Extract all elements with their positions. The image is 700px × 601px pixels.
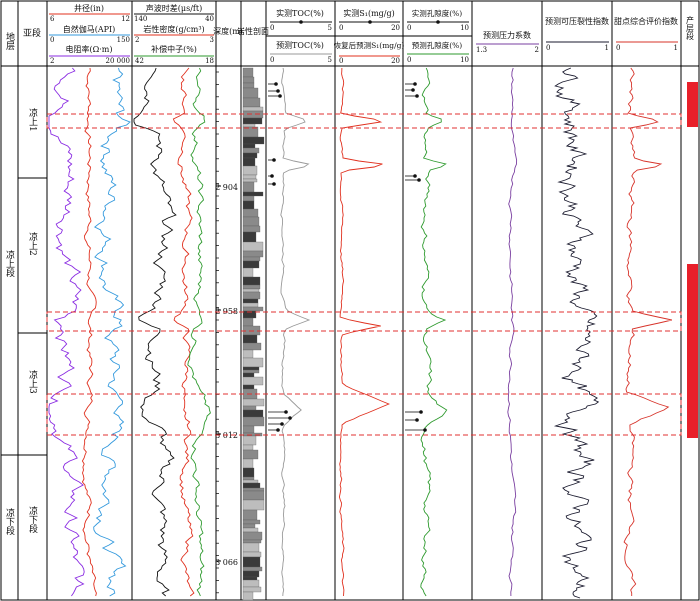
svg-text:0: 0 xyxy=(339,24,343,32)
pressure-header: 预测压力系数 1.3 2 xyxy=(476,30,539,54)
sweet-spot-boxes xyxy=(46,113,682,436)
header-production: 产层段 xyxy=(686,15,695,41)
subsection-3: 凉上3 xyxy=(27,369,38,394)
log-curves xyxy=(48,67,673,599)
svg-text:预测孔隙度(%): 预测孔隙度(%) xyxy=(412,40,463,50)
svg-text:42: 42 xyxy=(135,57,144,65)
svg-text:1: 1 xyxy=(605,44,609,52)
lithology-column xyxy=(242,67,265,601)
caliper-title: 井径(in) xyxy=(74,3,104,13)
formation-label: 凉上段 xyxy=(4,249,15,278)
svg-text:0: 0 xyxy=(50,36,54,44)
svg-text:5: 5 xyxy=(328,24,332,32)
svg-text:0: 0 xyxy=(270,24,274,32)
column-dividers xyxy=(17,1,682,600)
svg-text:2: 2 xyxy=(135,36,139,44)
svg-text:2: 2 xyxy=(50,57,54,65)
subsection-2: 凉上2 xyxy=(27,231,38,256)
resistivity-curve xyxy=(48,67,85,597)
toc-header: 实测TOC(%) 0 5 预测TOC(%) 0 5 xyxy=(266,8,335,64)
caliper-curve xyxy=(81,67,97,597)
frac-curve xyxy=(553,67,600,599)
svg-text:1: 1 xyxy=(674,44,678,52)
sweet-curve xyxy=(623,67,673,596)
density-title: 岩性密度(g/cm³) xyxy=(143,24,204,34)
svg-text:甜点综合评价指数: 甜点综合评价指数 xyxy=(614,16,678,26)
gamma-title: 自然伽马(API) xyxy=(63,24,116,34)
sweet-box-1 xyxy=(46,113,682,129)
por-pred-curve xyxy=(420,67,448,597)
subsection-4: 凉下段 xyxy=(27,505,38,534)
svg-text:0: 0 xyxy=(270,56,274,64)
svg-text:20: 20 xyxy=(391,57,400,65)
svg-text:预测TOC(%): 预测TOC(%) xyxy=(276,40,324,50)
svg-text:2: 2 xyxy=(535,46,539,54)
svg-text:18: 18 xyxy=(205,57,214,65)
svg-text:实测TOC(%): 实测TOC(%) xyxy=(276,8,324,18)
resistivity-title: 电阻率(Ω·m) xyxy=(65,44,112,54)
strata-column: 凉上段 凉下段 凉上1 凉上2 凉上3 凉下段 xyxy=(1,107,47,536)
track2-header: 声波时差(μs/ft) 140 40 岩性密度(g/cm³) 2 3 补偿中子(… xyxy=(134,3,214,65)
header-layer: 地层 xyxy=(4,31,15,51)
svg-text:0: 0 xyxy=(339,57,343,65)
svg-text:预测压力系数: 预测压力系数 xyxy=(483,30,531,40)
toc-pred-curve xyxy=(280,67,311,597)
density-curve xyxy=(172,67,195,597)
svg-text:3: 3 xyxy=(210,36,214,44)
svg-text:12: 12 xyxy=(121,15,130,23)
frac-header: 预测可压裂性指数 0 1 xyxy=(545,16,609,52)
gamma-curve xyxy=(93,67,131,597)
sweet-header: 甜点综合评价指数 0 1 xyxy=(614,16,678,52)
svg-text:恢复后预测S₁(mg/g): 恢复后预测S₁(mg/g) xyxy=(334,40,405,50)
svg-text:150: 150 xyxy=(117,36,130,44)
svg-text:实测S₁(mg/g): 实测S₁(mg/g) xyxy=(343,8,394,18)
acoustic-title: 声波时差(μs/ft) xyxy=(146,3,202,13)
header-lithology: 岩性剖面 xyxy=(237,26,269,36)
lower-formation-label: 凉下段 xyxy=(4,507,15,536)
neutron-title: 补偿中子(%) xyxy=(151,44,197,54)
frac-title: 预测可压裂性指数 xyxy=(545,16,609,26)
production-bar-2 xyxy=(687,264,698,438)
depth-3066: 3 066 xyxy=(215,558,238,567)
porosity-header: 实测孔隙度(%) 0 10 预测孔隙度(%) 0 10 xyxy=(403,8,472,64)
depth-scale: 2 904 2 958 3 012 3 066 xyxy=(215,71,238,594)
subsection-1: 凉上1 xyxy=(27,107,38,132)
svg-text:实测孔隙度(%): 实测孔隙度(%) xyxy=(412,8,463,18)
sweet-box-2 xyxy=(46,311,682,332)
svg-text:20: 20 xyxy=(391,24,400,32)
svg-text:1.3: 1.3 xyxy=(476,46,487,54)
svg-text:10: 10 xyxy=(460,56,469,64)
header-subsection: 亚段 xyxy=(23,27,41,39)
sample-markers xyxy=(268,82,427,432)
svg-text:40: 40 xyxy=(205,15,214,23)
s1-header: 实测S₁(mg/g) 0 20 恢复后预测S₁(mg/g) 0 20 xyxy=(334,8,405,65)
svg-text:10: 10 xyxy=(460,24,469,32)
svg-text:20 000: 20 000 xyxy=(106,57,131,65)
svg-text:0: 0 xyxy=(616,44,620,52)
svg-text:6: 6 xyxy=(50,15,55,23)
svg-text:0: 0 xyxy=(407,24,411,32)
track1-header: 井径(in) 6 12 自然伽马(API) 0 150 电阻率(Ω·m) 2 2… xyxy=(49,3,130,65)
svg-text:140: 140 xyxy=(134,15,147,23)
s1-pred-curve xyxy=(338,67,390,597)
svg-text:0: 0 xyxy=(407,56,411,64)
depth-2904: 2 904 xyxy=(215,183,238,192)
svg-text:5: 5 xyxy=(328,56,332,64)
neutron-curve xyxy=(187,67,211,597)
svg-text:0: 0 xyxy=(546,44,550,52)
pressure-curve xyxy=(507,67,518,597)
acoustic-curve xyxy=(133,67,177,597)
sweet-box-3 xyxy=(46,393,682,436)
header-depth: 深度(m) xyxy=(213,26,243,36)
production-bar-1 xyxy=(687,82,698,127)
